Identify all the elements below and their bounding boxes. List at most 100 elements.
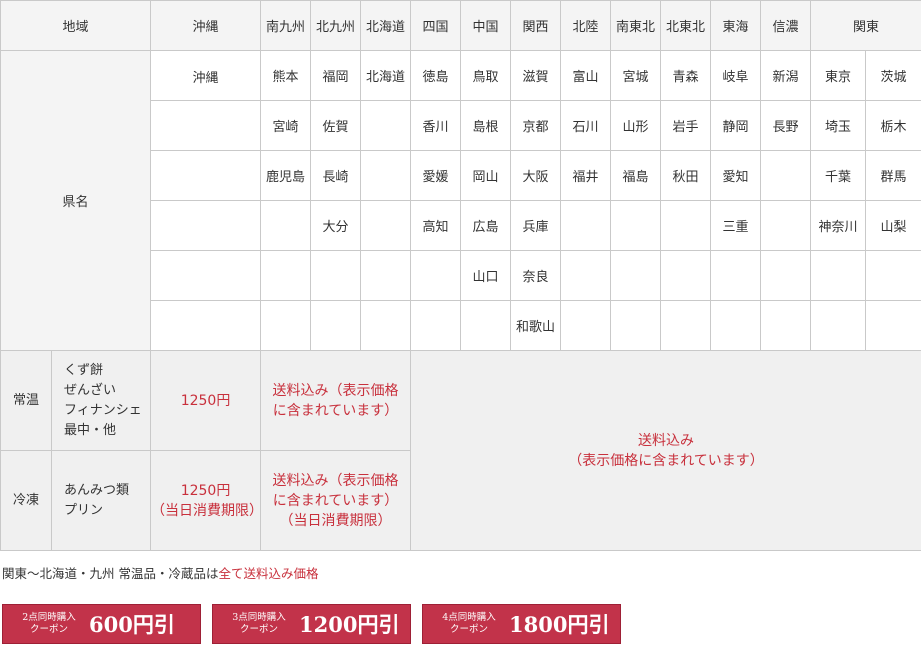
shipping-rate-table: 地域 沖縄 南九州 北九州 北海道 四国 中国 関西 北陸 南東北 北東北 東海…: [0, 0, 921, 551]
prefecture-cell: [865, 250, 921, 301]
coupon-caption: 4点同時購入 クーポン: [423, 612, 509, 636]
fee-line: （表示価格に含まれています）: [568, 452, 764, 469]
fee-line: 送料込み（表示価格: [272, 382, 399, 399]
prefecture-cell: 茨城: [865, 50, 921, 101]
room-temp-okinawa-price: 1250円: [150, 350, 262, 451]
prefecture-cell: 石川: [560, 100, 612, 151]
region-shikoku: 四国: [410, 0, 462, 51]
coupon-caption-line: 3点同時購入: [232, 612, 286, 623]
region-kanto: 関東: [810, 0, 921, 51]
room-temp-item: 最中・他: [64, 422, 117, 438]
prefecture-row: 大分 高知 広島 兵庫 三重 神奈川 山梨: [1, 200, 921, 251]
prefecture-cell: 福井: [560, 150, 612, 201]
region-tokai: 東海: [710, 0, 762, 51]
coupon-caption-line: クーポン: [29, 624, 68, 635]
prefecture-label: 県名: [0, 50, 152, 351]
note-text: 関東～北海道・九州 常温品・冷蔵品は: [2, 566, 219, 581]
prefecture-name: 沖縄: [192, 71, 219, 86]
prefecture-cell: 北海道: [360, 50, 412, 101]
prefecture-cell: [360, 100, 412, 151]
frozen-items: あんみつ類 プリン: [50, 450, 152, 551]
prefecture-cell: 兵庫: [510, 200, 562, 251]
fee-line: （当日消費期限）: [279, 512, 392, 529]
region-header-label: 地域: [0, 0, 152, 51]
fee-rows: 常温 くず餅 ぜんざい フィナンシェ 最中・他 1250円 送料込み（表示価格 …: [0, 350, 921, 551]
region-shinano: 信濃: [760, 0, 812, 51]
prefecture-cell: 沖縄: [150, 50, 262, 101]
prefecture-cell: 岡山: [460, 150, 512, 201]
prefecture-row: 和歌山: [1, 300, 921, 351]
prefecture-cell: 和歌山: [510, 300, 562, 351]
prefecture-cell: 新潟: [760, 50, 812, 101]
prefecture-cell: 徳島: [410, 50, 462, 101]
prefecture-cell: [810, 300, 867, 351]
prefecture-cell: 京都: [510, 100, 562, 151]
region-north-tohoku: 北東北: [660, 0, 712, 51]
coupon-2-items[interactable]: 2点同時購入 クーポン 600円引: [2, 604, 201, 644]
frozen-okinawa-price: 1250円 （当日消費期限）: [150, 450, 264, 551]
prefecture-cell: [560, 200, 612, 251]
region-okinawa: 沖縄: [150, 0, 262, 51]
prefecture-cell: [150, 250, 262, 301]
prefecture-cell: 埼玉: [810, 100, 867, 151]
fee-row-frozen: 冷凍 あんみつ類 プリン 1250円 （当日消費期限） 送料込み（表示価格 に含…: [0, 450, 921, 551]
prefecture-cell: 青森: [660, 50, 712, 101]
room-temp-item: フィナンシェ: [64, 402, 142, 418]
fee-line: に含まれています）: [272, 492, 399, 509]
coupon-4-items[interactable]: 4点同時購入 クーポン 1800円引: [422, 604, 621, 644]
prefecture-cell: [560, 300, 612, 351]
coupon-amount: 1200円引: [299, 612, 400, 637]
prefecture-cell: 大阪: [510, 150, 562, 201]
prefecture-cell: [360, 250, 412, 301]
prefecture-cell: 福島: [610, 150, 662, 201]
prefecture-cell: 栃木: [865, 100, 921, 151]
coupon-caption-line: 4点同時購入: [442, 612, 496, 623]
region-hokuriku: 北陸: [560, 0, 612, 51]
coupon-amount: 1800円引: [509, 612, 610, 637]
prefecture-cell: [360, 300, 412, 351]
coupon-amount: 600円引: [89, 612, 175, 637]
prefecture-cell: [150, 300, 262, 351]
prefecture-row: 宮崎 佐賀 香川 島根 京都 石川 山形 岩手 静岡 長野 埼玉 栃木: [1, 100, 921, 151]
prefecture-cell: [260, 250, 312, 301]
room-temp-item: くず餅: [64, 362, 104, 378]
prefecture-cell: [660, 300, 712, 351]
prefecture-cell: [710, 300, 762, 351]
prefecture-cell: 高知: [410, 200, 462, 251]
room-temp-south-kyushu-fee: 送料込み（表示価格 に含まれています）: [260, 350, 412, 451]
coupon-3-items[interactable]: 3点同時購入 クーポン 1200円引: [212, 604, 411, 644]
prefecture-cell: 熊本: [260, 50, 312, 101]
prefecture-cell: 鳥取: [460, 50, 512, 101]
prefecture-cell: [760, 250, 812, 301]
price-line: 1250円: [180, 482, 231, 499]
region-north-kyushu: 北九州: [310, 0, 362, 51]
prefecture-cell: [150, 100, 262, 151]
prefecture-cell: 鹿児島: [260, 150, 312, 201]
prefecture-cell: [360, 150, 412, 201]
prefecture-cell: 滋賀: [510, 50, 562, 101]
prefecture-cell: 長崎: [310, 150, 362, 201]
prefecture-cell: 山梨: [865, 200, 921, 251]
prefecture-cell: 大分: [310, 200, 362, 251]
prefecture-cell: [310, 300, 362, 351]
prefecture-cell: 三重: [710, 200, 762, 251]
prefecture-cell: 奈良: [510, 250, 562, 301]
region-chugoku: 中国: [460, 0, 512, 51]
prefecture-cell: [610, 300, 662, 351]
prefecture-cell: [150, 150, 262, 201]
prefecture-cell: 東京: [810, 50, 867, 101]
coupon-caption-line: クーポン: [449, 624, 488, 635]
prefecture-cell: 秋田: [660, 150, 712, 201]
prefecture-cell: 愛知: [710, 150, 762, 201]
prefecture-row: 県名 沖縄 熊本 福岡 北海道 徳島 鳥取 滋賀 富山 宮城 青森 岐阜 新潟 …: [0, 50, 921, 351]
prefecture-cell: [710, 250, 762, 301]
prefecture-cell: 香川: [410, 100, 462, 151]
frozen-item: プリン: [64, 502, 104, 518]
fee-line: 送料込み（表示価格: [272, 472, 399, 489]
price-line: （当日消費期限）: [151, 502, 264, 519]
prefecture-cell: 愛媛: [410, 150, 462, 201]
prefecture-cell: 佐賀: [310, 100, 362, 151]
coupon-caption: 2点同時購入 クーポン: [3, 612, 89, 636]
prefecture-cell: [660, 250, 712, 301]
prefecture-cell: [360, 200, 412, 251]
